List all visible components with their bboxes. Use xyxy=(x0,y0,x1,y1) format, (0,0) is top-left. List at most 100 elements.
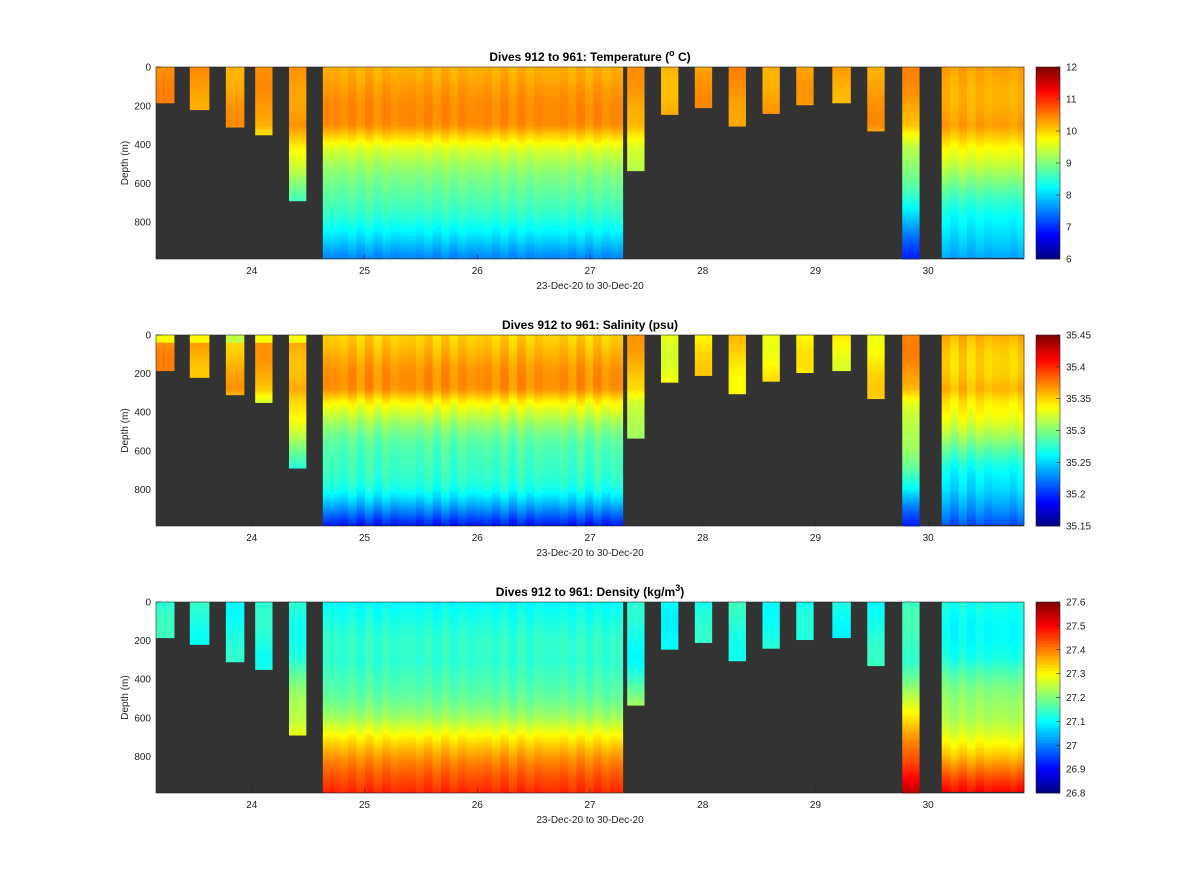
data-cell xyxy=(390,218,400,221)
data-cell xyxy=(407,158,417,161)
data-cell xyxy=(517,158,527,161)
data-cell xyxy=(415,140,425,144)
data-cell xyxy=(525,82,535,85)
data-cell xyxy=(466,158,476,161)
data-cell xyxy=(458,255,467,258)
data-cell xyxy=(458,136,467,140)
data-cell xyxy=(534,163,544,167)
data-cell xyxy=(449,74,459,78)
data-cell xyxy=(390,163,400,167)
data-cell xyxy=(424,74,434,78)
data-cell xyxy=(475,67,484,70)
data-cell xyxy=(508,80,518,83)
data-cell xyxy=(398,193,408,196)
data-cell xyxy=(508,142,518,145)
data-cell xyxy=(483,198,493,202)
data-cell xyxy=(398,98,408,101)
data-cell xyxy=(356,127,366,130)
data-cell xyxy=(390,241,400,244)
data-cell xyxy=(424,117,434,120)
data-cell xyxy=(398,218,408,221)
data-cell xyxy=(424,67,434,70)
data-cell xyxy=(458,229,467,233)
data-cell xyxy=(365,103,374,107)
data-cell xyxy=(348,113,358,116)
data-cell xyxy=(424,227,434,231)
data-cell xyxy=(390,68,400,72)
data-cell xyxy=(373,103,383,107)
data-cell xyxy=(331,152,341,155)
data-cell xyxy=(390,92,400,95)
data-cell xyxy=(382,84,391,87)
data-cell xyxy=(225,98,245,101)
data-cell xyxy=(534,226,544,229)
data-cell xyxy=(365,72,374,76)
data-cell xyxy=(382,226,391,229)
data-cell xyxy=(415,233,425,237)
data-cell xyxy=(356,237,366,241)
data-cell xyxy=(517,105,527,109)
data-cell xyxy=(475,80,484,83)
data-cell xyxy=(373,98,383,101)
data-cell xyxy=(441,88,451,91)
data-cell xyxy=(348,146,358,149)
data-cell xyxy=(348,220,358,223)
data-cell xyxy=(525,185,535,188)
data-cell xyxy=(500,111,510,114)
data-cell xyxy=(432,243,442,246)
data-cell xyxy=(458,181,467,184)
data-cell xyxy=(458,198,467,202)
data-cell xyxy=(441,237,451,241)
data-cell xyxy=(365,245,374,248)
data-cell xyxy=(331,185,341,188)
data-cell xyxy=(356,226,366,229)
data-cell xyxy=(500,152,510,155)
data-cell xyxy=(322,127,332,130)
data-cell xyxy=(225,86,245,89)
data-cell xyxy=(331,257,341,259)
data-cell xyxy=(331,206,341,209)
data-cell xyxy=(322,117,332,120)
data-cell xyxy=(339,150,349,153)
data-cell xyxy=(415,243,425,246)
data-cell xyxy=(189,80,210,83)
data-cell xyxy=(441,224,451,227)
data-cell xyxy=(475,204,484,208)
data-cell xyxy=(449,80,459,83)
data-cell xyxy=(491,195,501,198)
data-cell xyxy=(322,257,332,259)
data-cell xyxy=(348,239,358,242)
data-cell xyxy=(339,243,349,246)
data-cell xyxy=(189,88,210,91)
data-cell xyxy=(491,144,501,147)
data-cell xyxy=(331,150,341,153)
data-cell xyxy=(390,175,400,178)
data-cell xyxy=(483,117,493,120)
data-cell xyxy=(407,90,417,93)
data-cell xyxy=(525,177,535,180)
data-cell xyxy=(390,94,400,97)
data-cell xyxy=(432,167,442,171)
data-cell xyxy=(407,239,417,242)
data-cell xyxy=(491,206,501,209)
data-cell xyxy=(398,156,408,159)
data-cell xyxy=(441,169,451,173)
data-cell xyxy=(517,202,527,206)
data-cell xyxy=(449,72,459,76)
data-cell xyxy=(322,88,332,91)
data-cell xyxy=(331,235,341,239)
data-cell xyxy=(415,103,425,107)
data-cell xyxy=(534,96,544,99)
data-cell xyxy=(466,165,476,169)
data-cell xyxy=(483,165,493,169)
data-cell xyxy=(500,115,510,118)
data-cell xyxy=(356,206,366,209)
data-cell xyxy=(365,67,374,70)
data-cell xyxy=(500,80,510,83)
data-cell xyxy=(339,227,349,231)
data-cell xyxy=(331,140,341,144)
data-cell xyxy=(225,68,245,72)
data-cell xyxy=(407,88,417,91)
data-cell xyxy=(458,171,467,175)
data-cell xyxy=(508,107,518,111)
